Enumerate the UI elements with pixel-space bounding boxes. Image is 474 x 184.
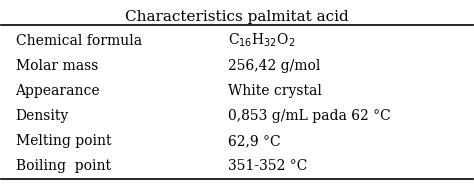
Text: Melting point: Melting point (16, 134, 111, 148)
Text: Chemical formula: Chemical formula (16, 33, 142, 47)
Text: 351-352 °C: 351-352 °C (228, 159, 307, 173)
Text: Density: Density (16, 109, 69, 123)
Text: 256,42 g/mol: 256,42 g/mol (228, 59, 320, 73)
Text: Appearance: Appearance (16, 84, 100, 98)
Text: Molar mass: Molar mass (16, 59, 98, 73)
Text: 0,853 g/mL pada 62 °C: 0,853 g/mL pada 62 °C (228, 109, 390, 123)
Text: Boiling  point: Boiling point (16, 159, 110, 173)
Text: White crystal: White crystal (228, 84, 321, 98)
Text: 62,9 °C: 62,9 °C (228, 134, 280, 148)
Text: Characteristics palmitat acid: Characteristics palmitat acid (125, 10, 349, 24)
Text: C$_{16}$H$_{32}$O$_{2}$: C$_{16}$H$_{32}$O$_{2}$ (228, 32, 295, 49)
